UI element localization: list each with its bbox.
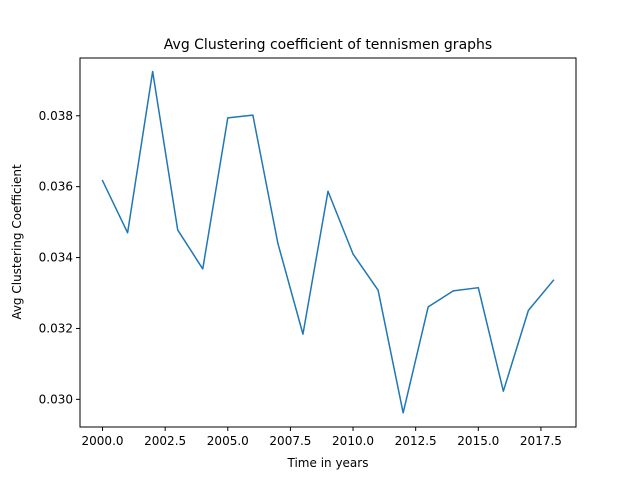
x-tick-label: 2017.5 bbox=[520, 434, 562, 448]
x-axis-label: Time in years bbox=[287, 456, 369, 470]
y-tick-label: 0.036 bbox=[39, 180, 73, 194]
chart-title: Avg Clustering coefficient of tennismen … bbox=[164, 37, 492, 53]
y-tick-label: 0.038 bbox=[39, 109, 73, 123]
y-tick-label: 0.032 bbox=[39, 321, 73, 335]
axes-frame bbox=[79, 57, 577, 428]
series-line bbox=[101, 70, 555, 414]
x-tick-label: 2000.0 bbox=[82, 434, 124, 448]
x-tick-label: 2002.5 bbox=[144, 434, 186, 448]
y-axis-label: Avg Clustering Coefficient bbox=[10, 164, 24, 320]
x-tick-label: 2015.0 bbox=[457, 434, 499, 448]
y-tick-label: 0.030 bbox=[39, 392, 73, 406]
x-tick-label: 2012.5 bbox=[395, 434, 437, 448]
x-tick-label: 2005.0 bbox=[207, 434, 249, 448]
y-tick-label: 0.034 bbox=[39, 251, 73, 265]
x-tick-label: 2007.5 bbox=[269, 434, 311, 448]
x-tick-label: 2010.0 bbox=[332, 434, 374, 448]
plot-area: 2000.0 2002.5 2005.0 2007.5 2010.0 2012.5 2015… bbox=[39, 57, 577, 448]
